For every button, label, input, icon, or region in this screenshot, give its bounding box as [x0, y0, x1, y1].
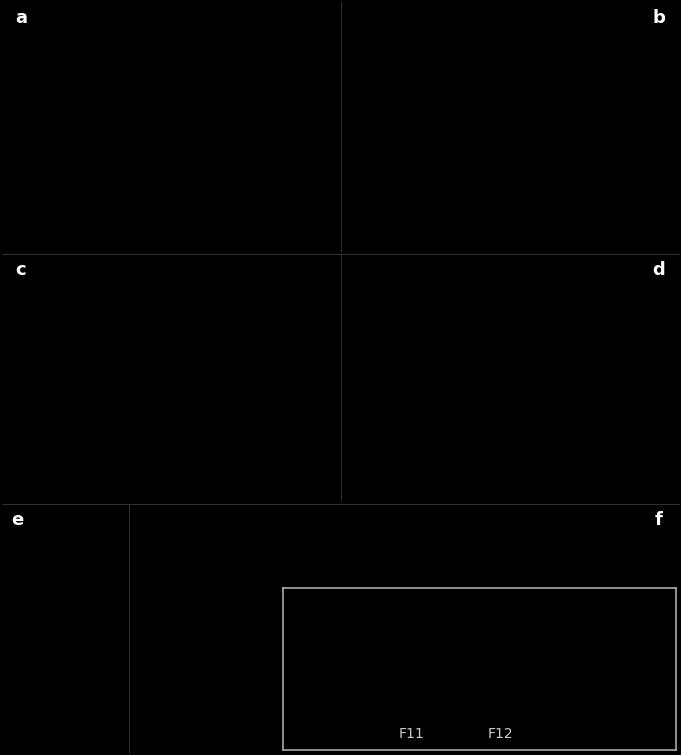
- Text: F12: F12: [488, 727, 513, 741]
- Text: f: f: [654, 511, 663, 529]
- Text: e: e: [11, 511, 23, 529]
- Text: b: b: [652, 9, 665, 27]
- Text: d: d: [652, 261, 665, 279]
- Text: F11: F11: [398, 727, 424, 741]
- Text: c: c: [16, 261, 26, 279]
- Text: a: a: [16, 9, 27, 27]
